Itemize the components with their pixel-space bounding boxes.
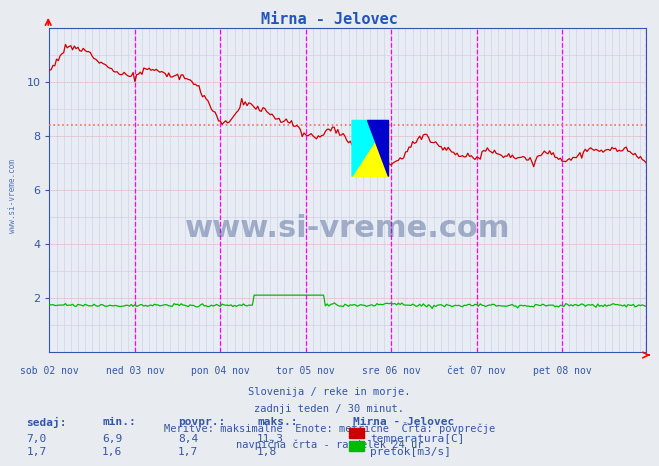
Text: 1,7: 1,7 xyxy=(178,447,198,457)
Text: sob 02 nov: sob 02 nov xyxy=(20,366,79,376)
Text: zadnji teden / 30 minut.: zadnji teden / 30 minut. xyxy=(254,404,405,414)
Text: 6,9: 6,9 xyxy=(102,434,123,444)
Text: navpična črta - razdelek 24 ur: navpična črta - razdelek 24 ur xyxy=(236,440,423,451)
Text: maks.:: maks.: xyxy=(257,417,297,427)
Text: ned 03 nov: ned 03 nov xyxy=(105,366,164,376)
Text: Mirna - Jelovec: Mirna - Jelovec xyxy=(353,417,454,427)
Text: 7,0: 7,0 xyxy=(26,434,47,444)
Text: min.:: min.: xyxy=(102,417,136,427)
Text: 1,6: 1,6 xyxy=(102,447,123,457)
Text: Meritve: maksimalne  Enote: metrične  Črta: povprečje: Meritve: maksimalne Enote: metrične Črta… xyxy=(164,422,495,434)
Text: 11,3: 11,3 xyxy=(257,434,284,444)
Text: tor 05 nov: tor 05 nov xyxy=(276,366,335,376)
Text: sedaj:: sedaj: xyxy=(26,417,67,428)
Text: čet 07 nov: čet 07 nov xyxy=(447,366,506,376)
Text: pon 04 nov: pon 04 nov xyxy=(191,366,250,376)
Text: sre 06 nov: sre 06 nov xyxy=(362,366,420,376)
Text: 8,4: 8,4 xyxy=(178,434,198,444)
Text: povpr.:: povpr.: xyxy=(178,417,225,427)
Text: pretok[m3/s]: pretok[m3/s] xyxy=(370,447,451,457)
Text: Mirna - Jelovec: Mirna - Jelovec xyxy=(261,12,398,27)
Text: temperatura[C]: temperatura[C] xyxy=(370,434,465,444)
Text: 1,8: 1,8 xyxy=(257,447,277,457)
Text: 1,7: 1,7 xyxy=(26,447,47,457)
Text: pet 08 nov: pet 08 nov xyxy=(532,366,592,376)
Text: Slovenija / reke in morje.: Slovenija / reke in morje. xyxy=(248,387,411,397)
Text: www.si-vreme.com: www.si-vreme.com xyxy=(185,214,510,243)
Text: www.si-vreme.com: www.si-vreme.com xyxy=(8,159,17,233)
